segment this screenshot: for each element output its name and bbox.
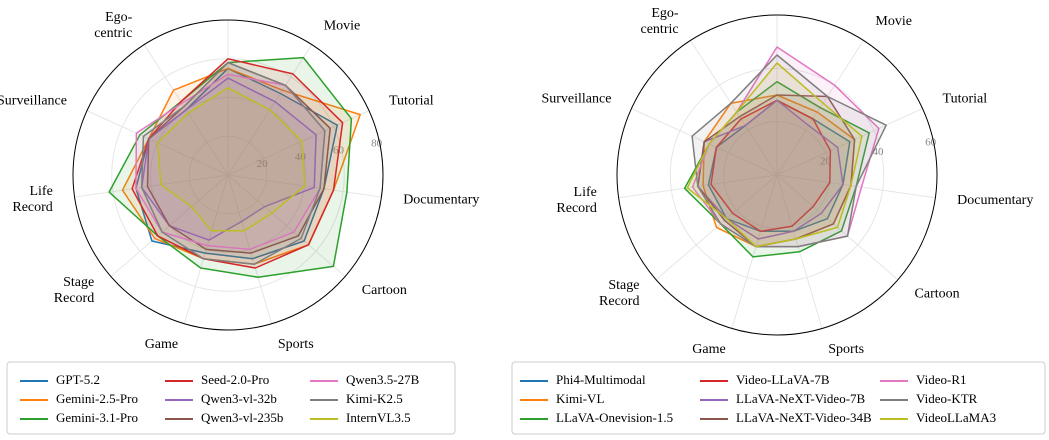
outer-frame: [616, 14, 938, 336]
legend-label: Qwen3-vl-235b: [201, 410, 283, 425]
r-tick-label: 40: [295, 151, 307, 163]
category-label: Stage Record: [54, 275, 94, 306]
legend-label: GPT-5.2: [56, 372, 100, 387]
category-label: TV: [219, 0, 238, 1]
legend-label: Gemini-2.5-Pro: [56, 391, 138, 406]
r-tick-label: 20: [820, 155, 832, 167]
category-label: Stage Record: [599, 278, 639, 309]
grid-circle: [188, 135, 268, 215]
grid-circle: [669, 67, 885, 283]
legend-label: Kimi-K2.5: [346, 391, 403, 406]
category-label: Surveillance: [541, 92, 611, 107]
outer-frame: [72, 19, 384, 331]
category-label: Life Record: [12, 184, 52, 215]
radar-series: [686, 62, 863, 248]
category-label: Sports: [828, 342, 864, 357]
category-label: Tutorial: [389, 94, 434, 109]
category-label: Cartoon: [915, 286, 960, 301]
legend-label: Qwen3-vl-32b: [201, 391, 277, 406]
r-tick-label: 60: [925, 137, 937, 149]
r-tick-label: 20: [257, 158, 269, 170]
category-label: Game: [692, 342, 725, 357]
legend-label: Video-KTR: [916, 391, 978, 406]
legend-label: LLaVA-NeXT-Video-7B: [736, 391, 866, 406]
radar-series: [697, 99, 844, 240]
legend-label: Gemini-3.1-Pro: [56, 410, 138, 425]
category-label: Documentary: [403, 192, 479, 207]
category-label: Tutorial: [943, 92, 988, 107]
category-label: Movie: [875, 14, 912, 29]
legend-label: LLaVA-Onevision-1.5: [556, 410, 673, 425]
category-label: Sports: [278, 337, 314, 352]
spoke: [690, 40, 778, 176]
grid-circle: [150, 97, 306, 253]
radar-series: [691, 54, 887, 248]
category-label: Ego-centric: [94, 10, 132, 41]
legend-label: Qwen3.5-27B: [346, 372, 420, 387]
legend-label: VideoLLaMA3: [916, 410, 996, 425]
category-label: Cartoon: [362, 283, 407, 298]
legend-label: Kimi-VL: [556, 391, 604, 406]
radar-series: [108, 56, 353, 278]
category-label: Game: [145, 337, 178, 352]
category-label: Life Record: [556, 185, 596, 216]
category-label: Surveillance: [0, 94, 67, 109]
legend-label: LLaVA-NeXT-Video-34B: [736, 410, 872, 425]
legend-label: InternVL3.5: [346, 410, 411, 425]
category-label: Ego-centric: [641, 6, 679, 37]
legend-label: Phi4-Multimodal: [556, 372, 646, 387]
category-label: Documentary: [957, 193, 1033, 208]
category-label: Movie: [324, 18, 361, 33]
r-tick-label: 80: [371, 138, 383, 150]
legend-label: Seed-2.0-Pro: [201, 372, 269, 387]
legend-label: Video-LLaVA-7B: [736, 372, 830, 387]
legend-box: [6, 361, 456, 435]
legend-label: Video-R1: [916, 372, 967, 387]
radar-series: [707, 99, 851, 233]
radar-series: [156, 87, 306, 232]
spoke: [731, 174, 778, 329]
r-tick-label: 40: [873, 146, 885, 158]
legend-box: [511, 361, 1046, 435]
radar-series: [710, 99, 832, 233]
